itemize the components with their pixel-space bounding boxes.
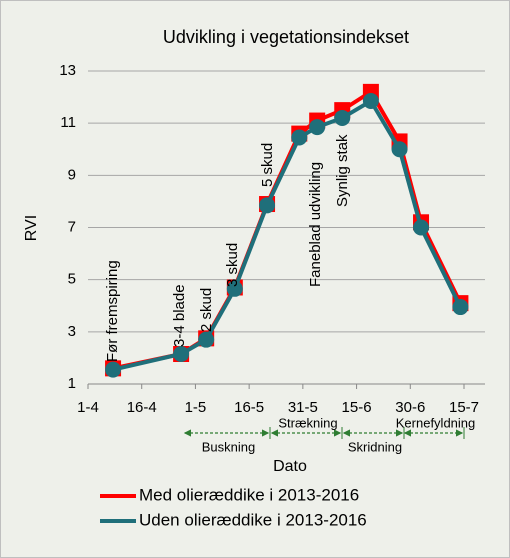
- annotation: Før fremspiring: [104, 260, 121, 362]
- x-tick-label: 16-5: [234, 399, 264, 416]
- marker: [291, 129, 308, 146]
- marker: [334, 109, 351, 126]
- y-tick-label: 5: [68, 271, 76, 288]
- x-tick-label: 1-5: [185, 399, 207, 416]
- marker: [452, 299, 469, 316]
- annotation: 5 skud: [259, 143, 276, 187]
- x-tick-label: 1-4: [77, 399, 99, 416]
- x-tick-label: 15-7: [449, 399, 479, 416]
- annotation: Synlig stak: [334, 134, 351, 207]
- phase-label: Buskning: [202, 439, 255, 454]
- y-tick-label: 7: [68, 218, 76, 235]
- annotation: 2 skud: [198, 288, 215, 332]
- x-tick-label: 30-6: [395, 399, 425, 416]
- y-tick-label: 3: [68, 323, 76, 340]
- annotation: 3-4 blade: [171, 284, 188, 347]
- marker: [198, 331, 215, 348]
- marker: [391, 141, 408, 158]
- x-axis-label: Dato: [273, 458, 307, 475]
- y-axis-label: RVI: [23, 215, 40, 241]
- marker: [105, 361, 122, 378]
- annotation: 3 skud: [224, 243, 241, 287]
- y-tick-label: 11: [60, 114, 76, 131]
- phase-label: Skridning: [348, 439, 402, 454]
- y-tick-label: 1: [68, 375, 76, 392]
- x-tick-label: 15-6: [342, 399, 372, 416]
- marker: [309, 119, 326, 136]
- marker: [413, 219, 430, 236]
- x-tick-label: 16-4: [127, 399, 157, 416]
- marker: [226, 280, 243, 297]
- marker: [259, 197, 276, 214]
- marker: [362, 92, 379, 109]
- y-tick-label: 13: [59, 62, 76, 79]
- marker: [173, 346, 190, 363]
- annotation: Faneblad udvikling: [307, 162, 324, 287]
- phase-label: Kernefyldning: [396, 415, 476, 430]
- phase-label: Strækning: [278, 415, 337, 430]
- x-tick-label: 31-5: [288, 399, 318, 416]
- y-tick-label: 9: [68, 166, 76, 183]
- legend-label: Med olieræddike i 2013-2016: [139, 485, 359, 504]
- chart-title: Udvikling i vegetationsindekset: [163, 27, 409, 47]
- legend-label: Uden olieræddike i 2013-2016: [139, 510, 367, 529]
